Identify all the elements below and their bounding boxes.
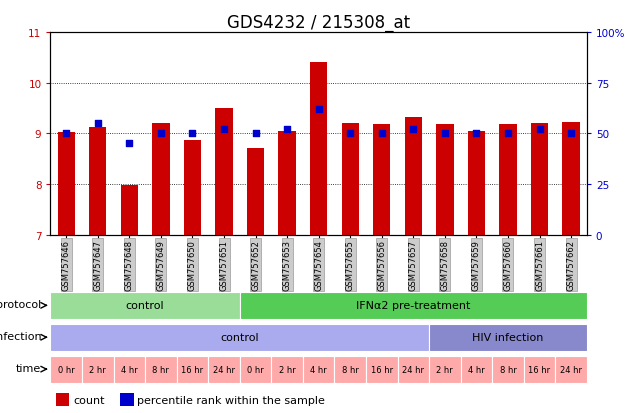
Bar: [562, 123, 580, 235]
Bar: [247, 148, 264, 235]
Bar: [436, 125, 454, 235]
Text: 2 hr: 2 hr: [437, 365, 453, 374]
Text: 24 hr: 24 hr: [403, 365, 424, 374]
Point: [503, 131, 513, 138]
Text: control: control: [220, 332, 259, 342]
Bar: [240, 292, 587, 319]
Point: [345, 131, 355, 138]
Bar: [177, 356, 208, 382]
Text: 8 hr: 8 hr: [153, 365, 169, 374]
Bar: [531, 124, 548, 235]
Point: [251, 131, 261, 138]
Bar: [555, 356, 587, 382]
Bar: [278, 131, 296, 235]
Bar: [215, 109, 233, 235]
Text: 8 hr: 8 hr: [500, 365, 516, 374]
Bar: [145, 356, 177, 382]
Text: 16 hr: 16 hr: [181, 365, 204, 374]
Text: 16 hr: 16 hr: [370, 365, 393, 374]
Bar: [461, 356, 492, 382]
Text: percentile rank within the sample: percentile rank within the sample: [138, 394, 325, 405]
Text: 0 hr: 0 hr: [247, 365, 264, 374]
Bar: [184, 140, 201, 235]
Bar: [404, 118, 422, 235]
Bar: [271, 356, 303, 382]
Bar: [121, 393, 134, 406]
Text: 16 hr: 16 hr: [528, 365, 551, 374]
Point: [471, 131, 481, 138]
Bar: [468, 131, 485, 235]
Text: 4 hr: 4 hr: [121, 365, 138, 374]
Bar: [152, 124, 170, 235]
Bar: [57, 133, 75, 235]
Text: HIV infection: HIV infection: [472, 332, 544, 342]
Point: [156, 131, 166, 138]
Bar: [341, 124, 359, 235]
Bar: [303, 356, 334, 382]
Bar: [366, 356, 398, 382]
Point: [187, 131, 198, 138]
Text: protocol: protocol: [0, 299, 42, 309]
Text: infection: infection: [0, 331, 42, 341]
Bar: [50, 324, 429, 351]
Text: 4 hr: 4 hr: [310, 365, 327, 374]
Point: [61, 131, 71, 138]
Bar: [82, 356, 114, 382]
Bar: [334, 356, 366, 382]
Bar: [121, 185, 138, 235]
Bar: [310, 63, 327, 235]
Text: control: control: [126, 301, 165, 311]
Bar: [240, 356, 271, 382]
Text: 4 hr: 4 hr: [468, 365, 485, 374]
Text: 8 hr: 8 hr: [342, 365, 358, 374]
Bar: [398, 356, 429, 382]
Bar: [208, 356, 240, 382]
Point: [282, 127, 292, 133]
Text: 2 hr: 2 hr: [90, 365, 106, 374]
Text: IFNα2 pre-treatment: IFNα2 pre-treatment: [356, 301, 471, 311]
Point: [314, 107, 324, 113]
Bar: [50, 356, 82, 382]
Point: [219, 127, 229, 133]
Point: [377, 131, 387, 138]
Point: [124, 141, 134, 147]
Text: 2 hr: 2 hr: [279, 365, 295, 374]
Bar: [524, 356, 555, 382]
Bar: [429, 324, 587, 351]
Bar: [499, 125, 517, 235]
Text: 24 hr: 24 hr: [213, 365, 235, 374]
Text: 24 hr: 24 hr: [560, 365, 582, 374]
Bar: [114, 356, 145, 382]
Point: [566, 131, 576, 138]
Text: time: time: [16, 363, 42, 373]
Title: GDS4232 / 215308_at: GDS4232 / 215308_at: [227, 14, 410, 32]
Point: [408, 127, 418, 133]
Bar: [429, 356, 461, 382]
Bar: [50, 292, 240, 319]
Bar: [89, 128, 107, 235]
Point: [440, 131, 450, 138]
Bar: [373, 125, 391, 235]
Point: [93, 121, 103, 127]
Bar: [56, 393, 69, 406]
Bar: [492, 356, 524, 382]
Point: [534, 127, 545, 133]
Text: 0 hr: 0 hr: [58, 365, 74, 374]
Text: count: count: [73, 394, 105, 405]
